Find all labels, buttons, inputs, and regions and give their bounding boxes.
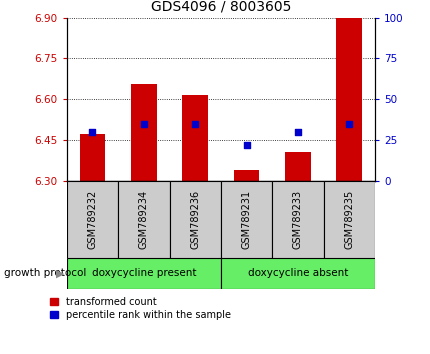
Bar	[220, 181, 272, 258]
Bar	[233, 170, 259, 181]
Title: GDS4096 / 8003605: GDS4096 / 8003605	[150, 0, 290, 14]
Bar	[284, 152, 310, 181]
Point	[294, 129, 301, 135]
Bar	[323, 181, 374, 258]
Text: growth protocol: growth protocol	[4, 268, 86, 279]
Bar	[67, 258, 221, 289]
Point	[345, 121, 352, 126]
Text: ▶: ▶	[56, 268, 64, 279]
Text: GSM789233: GSM789233	[292, 190, 302, 249]
Text: GSM789236: GSM789236	[190, 190, 200, 249]
Text: GSM789232: GSM789232	[87, 190, 97, 249]
Text: GSM789231: GSM789231	[241, 190, 251, 249]
Point	[191, 121, 198, 126]
Point	[140, 121, 147, 126]
Text: GSM789234: GSM789234	[138, 190, 148, 249]
Bar	[220, 258, 374, 289]
Bar	[131, 84, 157, 181]
Bar	[67, 181, 118, 258]
Bar	[118, 181, 169, 258]
Bar	[169, 181, 220, 258]
Bar	[80, 135, 105, 181]
Point	[243, 142, 249, 148]
Text: doxycycline absent: doxycycline absent	[247, 268, 347, 279]
Bar	[272, 181, 323, 258]
Text: GSM789235: GSM789235	[344, 190, 353, 249]
Bar	[182, 95, 208, 181]
Legend: transformed count, percentile rank within the sample: transformed count, percentile rank withi…	[50, 297, 230, 320]
Point	[89, 129, 96, 135]
Text: doxycycline present: doxycycline present	[92, 268, 196, 279]
Bar	[336, 18, 361, 181]
